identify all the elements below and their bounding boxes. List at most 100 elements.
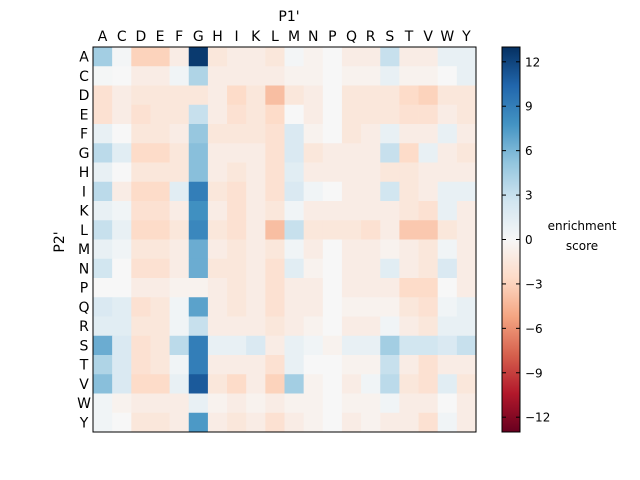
heatmap-cell [437, 85, 458, 106]
heatmap-cell [341, 335, 362, 356]
colorbar-tick-label: −12 [525, 411, 550, 425]
heatmap-cell [456, 66, 477, 86]
heatmap-cell [150, 104, 170, 125]
heatmap-cell [456, 47, 477, 67]
heatmap-cell [437, 47, 458, 67]
heatmap-cell [188, 412, 209, 433]
heatmap-cell [380, 239, 400, 260]
heatmap-cell [322, 181, 343, 202]
heatmap-cell [265, 297, 285, 317]
colorbar-tick-label: −3 [525, 277, 543, 291]
heatmap-cell [207, 335, 228, 356]
y-tick-label: I [82, 184, 86, 200]
heatmap-cell [169, 258, 190, 279]
heatmap-cell [265, 374, 285, 394]
heatmap-cell [456, 278, 477, 298]
heatmap-cell [303, 278, 324, 298]
heatmap-cell [150, 239, 170, 260]
heatmap-cell [112, 374, 132, 394]
heatmap-cell [246, 393, 266, 414]
heatmap-cell [284, 393, 305, 414]
heatmap-cell [112, 220, 132, 240]
y-axis-label: P2' [52, 231, 68, 252]
heatmap-cell [265, 278, 285, 298]
heatmap-cell [227, 412, 247, 433]
heatmap-cell [93, 335, 113, 356]
colorbar-tick-label: −9 [525, 366, 543, 380]
heatmap-cell [188, 85, 209, 106]
y-tick-label: M [78, 242, 90, 258]
heatmap-cell [169, 316, 190, 337]
heatmap-cell [322, 220, 343, 240]
heatmap-cell [93, 393, 113, 414]
heatmap-cell [265, 104, 285, 125]
heatmap-cell [227, 85, 247, 106]
heatmap-cell [284, 316, 305, 337]
heatmap-cell [322, 124, 343, 144]
colorbar-label-line2: score [566, 239, 598, 253]
heatmap-cell [284, 220, 305, 240]
x-axis-label: P1' [278, 9, 299, 25]
x-tick-label: M [288, 29, 300, 45]
heatmap-cell [93, 181, 113, 202]
heatmap-cell [322, 104, 343, 125]
heatmap-cell [437, 162, 458, 183]
heatmap-cell [227, 239, 247, 260]
heatmap-cell [399, 124, 419, 144]
heatmap-cell [437, 258, 458, 279]
heatmap-cell [112, 66, 132, 86]
heatmap-cell [188, 393, 209, 414]
heatmap-cell [418, 278, 439, 298]
heatmap-cell [227, 47, 247, 67]
heatmap-cell [131, 201, 151, 221]
heatmap-cell [303, 201, 324, 221]
heatmap-cell [322, 374, 343, 394]
heatmap-cell [341, 393, 362, 414]
heatmap-cell [418, 66, 439, 86]
heatmap-cell [322, 201, 343, 221]
heatmap-cell [322, 393, 343, 414]
heatmap-cell [399, 85, 419, 106]
heatmap-cell [131, 258, 151, 279]
heatmap-cell [188, 355, 209, 375]
heatmap-cells [93, 47, 477, 433]
heatmap-cell [437, 104, 458, 125]
heatmap-cell [169, 162, 190, 183]
heatmap-cell [188, 297, 209, 317]
heatmap-cell [456, 258, 477, 279]
heatmap-cell [456, 104, 477, 125]
heatmap-cell [131, 412, 151, 433]
heatmap-cell [150, 201, 170, 221]
heatmap-cell [150, 66, 170, 86]
x-tick-label: Y [461, 29, 471, 45]
heatmap-cell [399, 374, 419, 394]
heatmap-cell [246, 220, 266, 240]
y-tick-label: L [80, 223, 88, 239]
heatmap-cell [188, 162, 209, 183]
heatmap-cell [322, 297, 343, 317]
x-tick-label: H [212, 29, 223, 45]
heatmap-cell [246, 374, 266, 394]
heatmap-cell [399, 278, 419, 298]
heatmap-cell [341, 412, 362, 433]
heatmap-cell [246, 162, 266, 183]
heatmap-cell [303, 47, 324, 67]
heatmap-cell [188, 316, 209, 337]
heatmap-cell [169, 412, 190, 433]
colorbar-tick-label: −6 [525, 322, 543, 336]
heatmap-cell [265, 355, 285, 375]
heatmap-cell [380, 85, 400, 106]
heatmap-cell [207, 66, 228, 86]
heatmap-cell [188, 374, 209, 394]
heatmap-cell [303, 239, 324, 260]
heatmap-cell [456, 220, 477, 240]
heatmap-cell [188, 66, 209, 86]
heatmap-cell [437, 220, 458, 240]
heatmap-cell [341, 220, 362, 240]
heatmap-cell [207, 393, 228, 414]
heatmap-cell [265, 258, 285, 279]
heatmap-cell [399, 181, 419, 202]
heatmap-cell [456, 181, 477, 202]
